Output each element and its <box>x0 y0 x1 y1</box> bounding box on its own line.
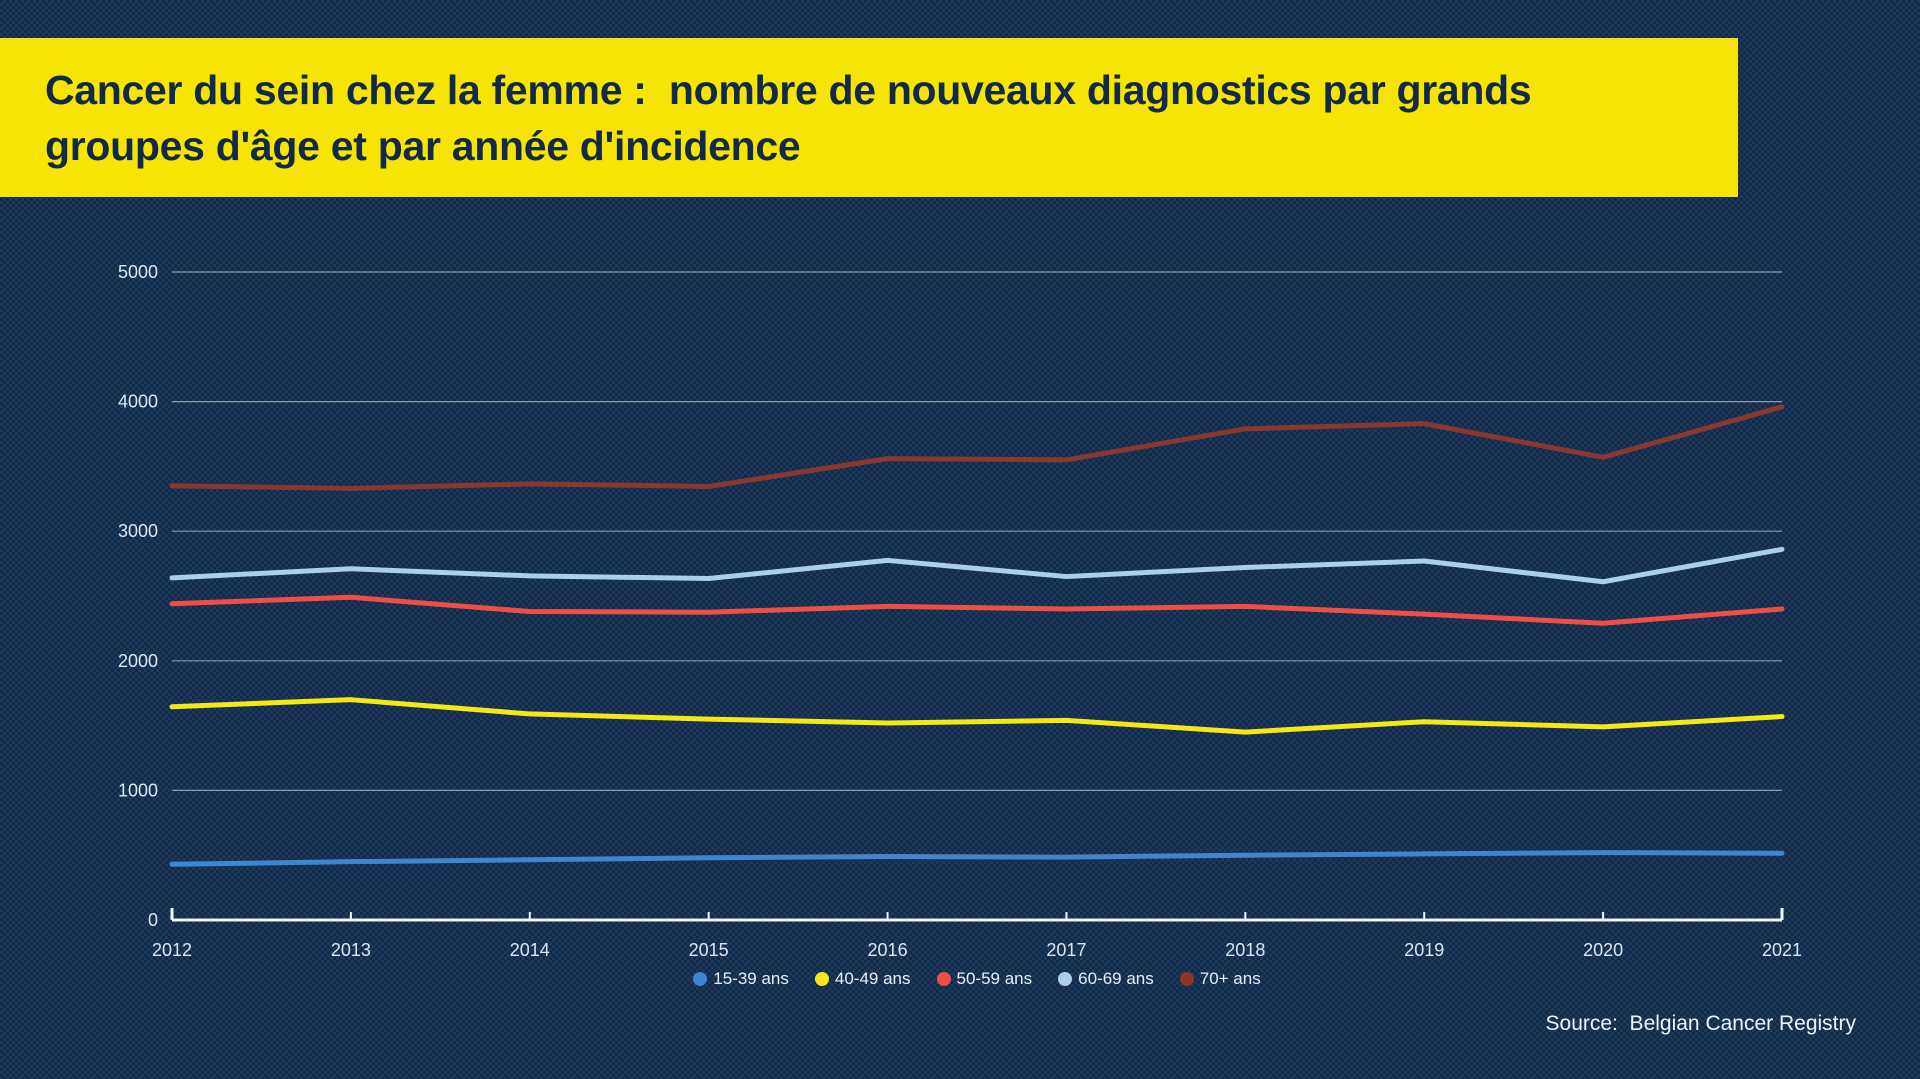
x-tick-label-2016: 2016 <box>868 940 908 960</box>
x-tick-label-2015: 2015 <box>689 940 729 960</box>
x-tick-label-2013: 2013 <box>331 940 371 960</box>
x-tick-label-2014: 2014 <box>510 940 550 960</box>
x-tick-label-2012: 2012 <box>152 940 192 960</box>
legend-item-60-69-ans: 60-69 ans <box>1058 969 1154 989</box>
title-banner: Cancer du sein chez la femme : nombre de… <box>0 38 1738 197</box>
series-line-15-39-ans <box>169 850 1785 867</box>
legend-item-70-ans: 70+ ans <box>1179 969 1261 989</box>
y-tick-label-4000: 4000 <box>118 392 158 412</box>
y-tick-label-2000: 2000 <box>118 651 158 671</box>
page-title-line-2: groupes d'âge et par année d'incidence <box>45 122 801 169</box>
y-tick-label-3000: 3000 <box>118 521 158 541</box>
legend-swatch-icon <box>693 972 708 986</box>
legend-item-15-39-ans: 15-39 ans <box>693 969 789 989</box>
x-tick-label-2018: 2018 <box>1225 940 1265 960</box>
x-tick-label-2017: 2017 <box>1046 940 1086 960</box>
legend-label: 40-49 ans <box>834 969 911 988</box>
page-title-line-1: Cancer du sein chez la femme : nombre de… <box>45 66 1532 113</box>
legend-label: 70+ ans <box>1199 969 1261 988</box>
series-line-50-59-ans <box>169 594 1785 626</box>
x-tick-label-2019: 2019 <box>1404 940 1444 960</box>
legend-swatch-icon <box>814 972 829 986</box>
series-line-40-49-ans <box>169 697 1785 735</box>
legend-label: 15-39 ans <box>713 969 789 988</box>
x-tick-label-2020: 2020 <box>1583 940 1623 960</box>
legend-label: 60-69 ans <box>1078 969 1154 988</box>
legend-label: 50-59 ans <box>956 969 1033 988</box>
source-text: Source: Belgian Cancer Registry <box>1545 1012 1856 1035</box>
legend-item-40-49-ans: 40-49 ans <box>814 969 911 989</box>
series-line-60-69-ans <box>169 546 1785 585</box>
legend-swatch-icon <box>936 972 951 986</box>
y-tick-label-5000: 5000 <box>118 262 158 282</box>
y-tick-label-1000: 1000 <box>118 780 158 800</box>
legend-swatch-icon <box>1058 972 1073 986</box>
y-tick-label-0: 0 <box>148 910 158 930</box>
legend-swatch-icon <box>1179 972 1194 986</box>
legend-item-50-59-ans: 50-59 ans <box>936 969 1033 989</box>
series-line-70-ans <box>169 404 1785 491</box>
x-tick-label-2021: 2021 <box>1762 940 1802 960</box>
chart-legend: 15-39 ans 40-49 ans 50-59 ans 60-69 ans 70+ … <box>172 966 1782 992</box>
